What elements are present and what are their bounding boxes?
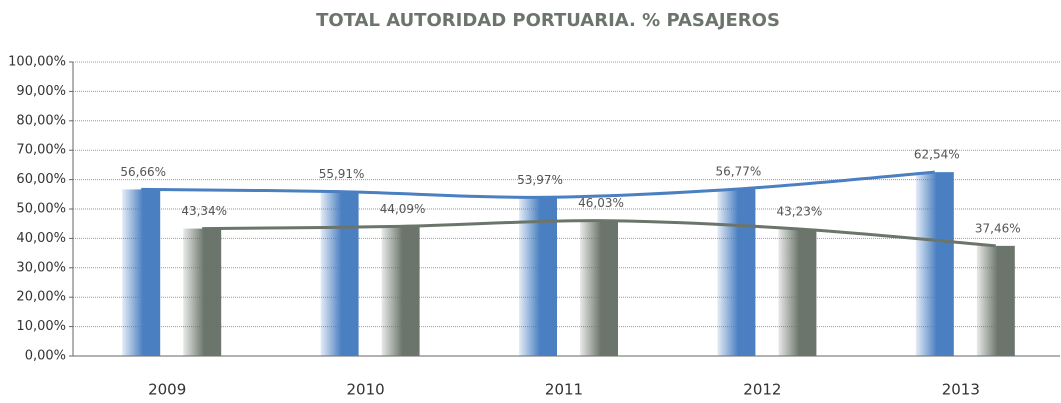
y-tick-label: 50,00% bbox=[16, 202, 66, 217]
y-tick-label: 70,00% bbox=[16, 143, 66, 158]
bar bbox=[717, 189, 756, 356]
bar bbox=[320, 191, 359, 356]
bar bbox=[976, 245, 1015, 356]
data-label: 43,34% bbox=[181, 204, 227, 218]
trend-line bbox=[202, 219, 996, 248]
data-label: 44,09% bbox=[380, 202, 426, 216]
y-tick-label: 100,00% bbox=[8, 55, 66, 70]
bar bbox=[915, 172, 954, 356]
y-tick-label: 30,00% bbox=[16, 260, 66, 275]
x-tick-label: 2009 bbox=[148, 381, 186, 399]
trend-line bbox=[141, 170, 935, 199]
y-tick-label: 10,00% bbox=[16, 319, 66, 334]
data-label: 46,03% bbox=[578, 196, 624, 210]
bar bbox=[778, 228, 817, 356]
x-tick-label: 2013 bbox=[942, 381, 980, 399]
chart-title: TOTAL AUTORIDAD PORTUARIA. % PASAJEROS bbox=[316, 10, 780, 31]
x-tick-label: 2010 bbox=[347, 381, 385, 399]
data-label: 56,66% bbox=[120, 165, 166, 179]
data-label: 55,91% bbox=[319, 167, 365, 181]
y-tick-label: 0,00% bbox=[25, 349, 66, 364]
data-label: 53,97% bbox=[517, 173, 563, 187]
data-label: 56,77% bbox=[716, 165, 762, 179]
bar bbox=[183, 228, 222, 356]
y-tick-label: 60,00% bbox=[16, 172, 66, 187]
data-label: 37,46% bbox=[975, 221, 1021, 235]
y-tick-label: 20,00% bbox=[16, 290, 66, 305]
data-label: 62,54% bbox=[914, 148, 960, 162]
x-tick-label: 2012 bbox=[743, 381, 781, 399]
bar bbox=[381, 226, 420, 356]
bar bbox=[519, 197, 557, 356]
y-tick-label: 80,00% bbox=[16, 113, 66, 128]
y-tick-label: 90,00% bbox=[16, 84, 66, 99]
bar bbox=[122, 189, 161, 356]
x-tick-label: 2011 bbox=[545, 381, 583, 399]
data-label: 43,23% bbox=[777, 204, 823, 218]
y-tick-label: 40,00% bbox=[16, 231, 66, 246]
bar bbox=[580, 220, 618, 356]
